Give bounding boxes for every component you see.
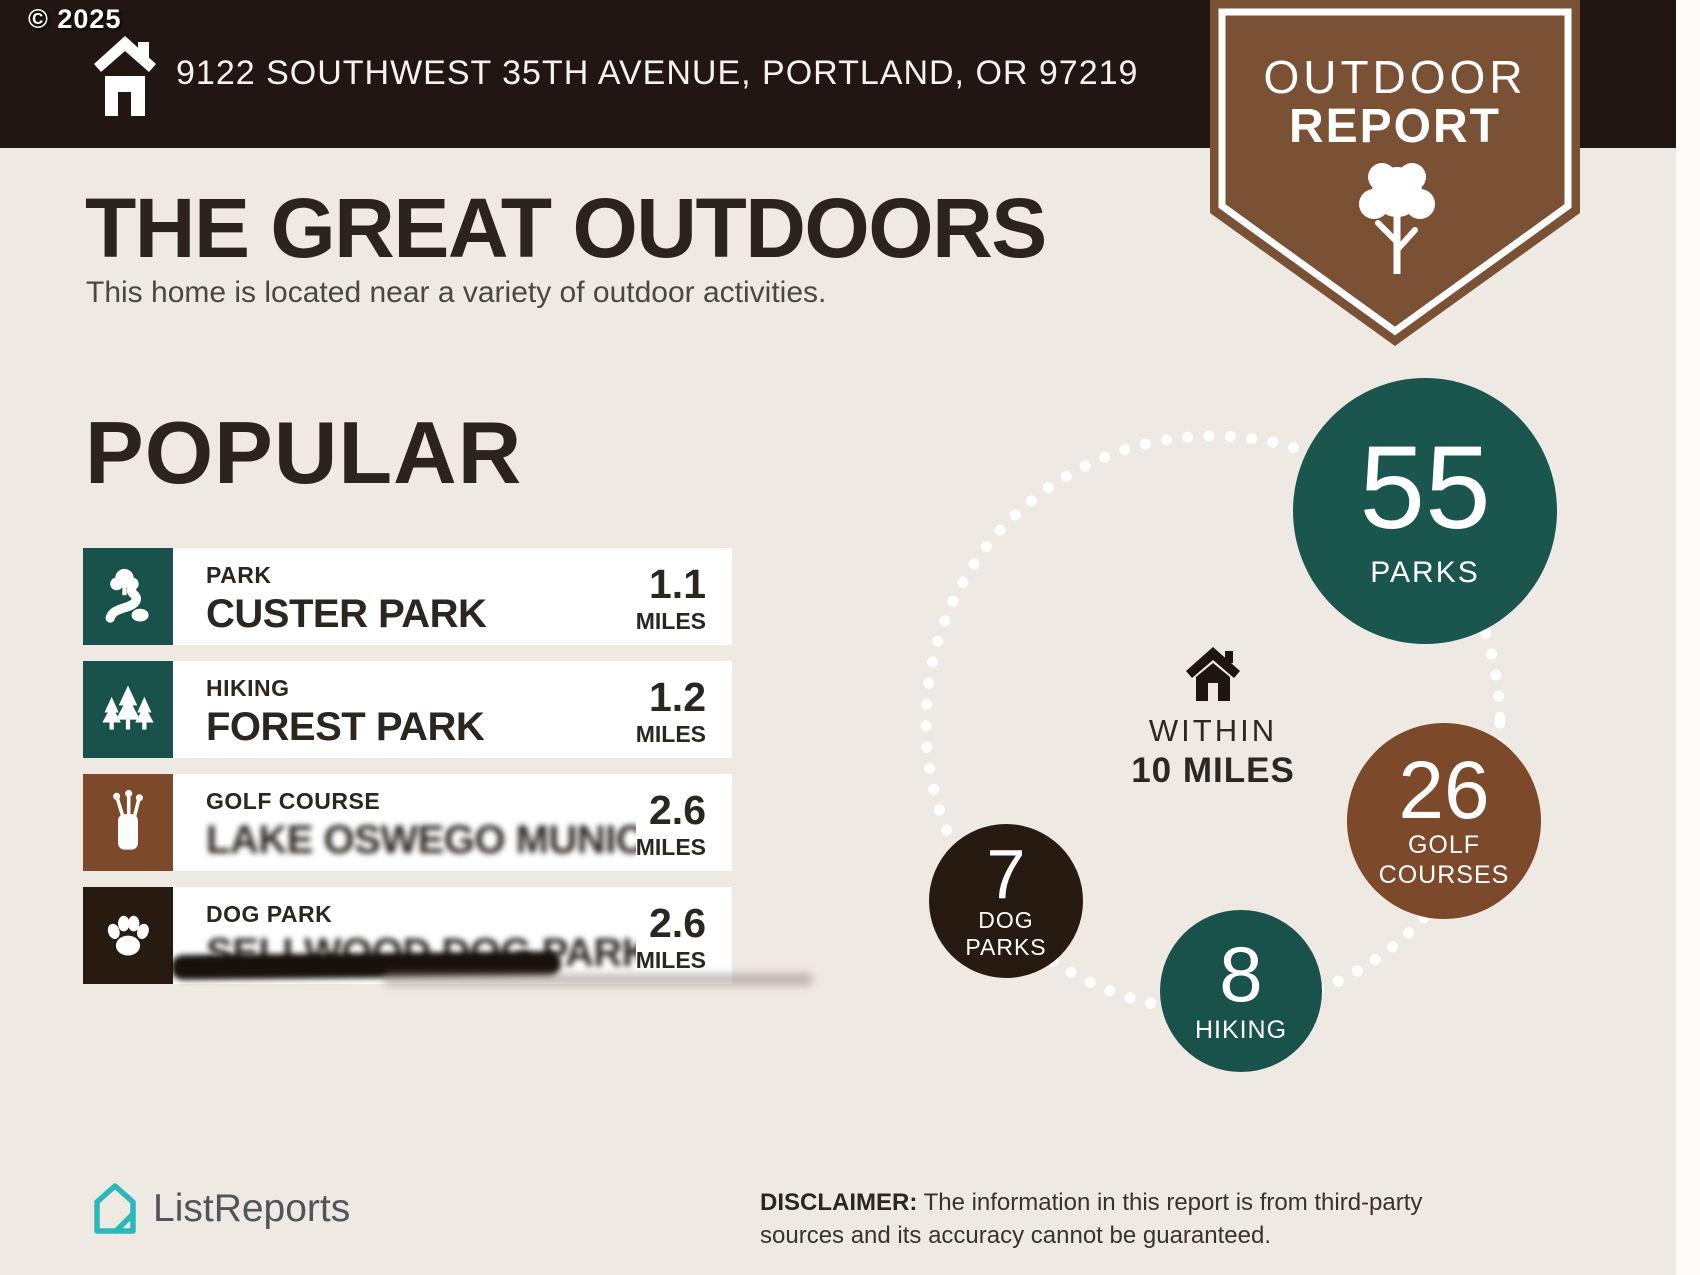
golf-bag-icon — [83, 774, 173, 871]
center-home-icon — [1186, 647, 1240, 701]
ribbon-pennant-shape — [1210, 0, 1580, 346]
bubble-hiking: 8 HIKING — [1160, 910, 1322, 1072]
distance-unit: MILES — [635, 608, 706, 634]
distance-unit: MILES — [635, 721, 706, 747]
right-edge-strip — [1676, 0, 1700, 1275]
category-label: DOG PARK — [206, 901, 333, 927]
radius-label: 10 MILES — [1131, 751, 1295, 790]
pine-trees-icon-glyph — [102, 684, 154, 730]
golf-bag-icon-glyph — [113, 789, 143, 850]
copyright-text: © 2025 — [28, 4, 122, 34]
category-label: PARK — [206, 562, 272, 588]
bubble-count: 26 — [1398, 745, 1490, 837]
category-label: HIKING — [206, 675, 290, 701]
bubble-golf-courses: 26 GOLF COURSES — [1347, 723, 1541, 919]
list-item-golf: GOLF COURSE LAKE OSWEGO MUNICIPAL 2.6 MI… — [83, 774, 732, 871]
park-icon — [83, 548, 173, 645]
place-name: CUSTER PARK — [206, 592, 487, 636]
paw-icon-glyph — [107, 915, 149, 956]
tree-icon — [1359, 163, 1435, 274]
paw-icon — [83, 887, 173, 984]
disclaimer-label: DISCLAIMER: — [760, 1189, 918, 1216]
popular-heading: POPULAR — [85, 403, 523, 502]
bubble-label: HIKING — [1194, 1016, 1288, 1045]
bubble-label: GOLF — [1407, 830, 1481, 859]
ribbon-title-line2: REPORT — [1288, 100, 1501, 153]
page-subtitle: This home is located near a variety of o… — [86, 276, 827, 309]
ribbon-title-line1: OUTDOOR — [1263, 51, 1527, 103]
bubble-parks: 55 PARKS — [1293, 378, 1557, 644]
distance-value: 1.1 — [649, 561, 706, 607]
page-title: THE GREAT OUTDOORS — [85, 181, 1047, 275]
listreports-brand: ListReports — [92, 1182, 350, 1236]
ink-smear-shadow — [383, 973, 813, 986]
bubble-label: PARKS — [965, 934, 1047, 961]
category-label: GOLF COURSE — [206, 788, 381, 814]
list-item-park: PARK CUSTER PARK 1.1 MILES — [83, 548, 732, 645]
bubble-dog-parks: 7 DOG PARKS — [929, 824, 1083, 978]
bubble-count: 7 — [986, 834, 1026, 913]
home-icon — [94, 36, 156, 116]
bubble-label: PARKS — [1370, 556, 1480, 590]
distance-unit: MILES — [635, 834, 706, 860]
bubble-label: COURSES — [1378, 860, 1510, 889]
list-item-hiking: HIKING FOREST PARK 1.2 MILES — [83, 661, 732, 758]
distance-value: 1.2 — [649, 674, 706, 720]
report-ribbon: OUTDOOR REPORT — [1210, 0, 1580, 350]
popular-list: PARK CUSTER PARK 1.1 MILES HIKING — [83, 548, 813, 986]
place-name: FOREST PARK — [206, 705, 485, 749]
within-label: WITHIN — [1148, 713, 1278, 748]
pine-trees-icon — [83, 661, 173, 758]
disclaimer-text: The information in this report is from t… — [760, 1189, 1423, 1249]
listreports-wordmark: ListReports — [153, 1187, 351, 1230]
distance-unit: MILES — [635, 947, 706, 973]
bubble-label: DOG — [978, 907, 1034, 934]
distance-value: 2.6 — [649, 900, 706, 946]
park-icon-glyph — [105, 568, 149, 623]
bubble-count: 55 — [1359, 421, 1491, 554]
list-item-dog-park: DOG PARK SELLWOOD DOG PARK 2.6 MILES — [83, 887, 813, 986]
distance-value: 2.6 — [649, 787, 706, 833]
property-address: 9122 SOUTHWEST 35TH AVENUE, PORTLAND, OR… — [176, 54, 1139, 92]
bubble-count: 8 — [1219, 929, 1263, 1018]
disclaimer: DISCLAIMER: The information in this repo… — [760, 1186, 1510, 1252]
place-name: LAKE OSWEGO MUNICIPAL — [206, 818, 636, 862]
listreports-logo-icon — [94, 1183, 136, 1234]
